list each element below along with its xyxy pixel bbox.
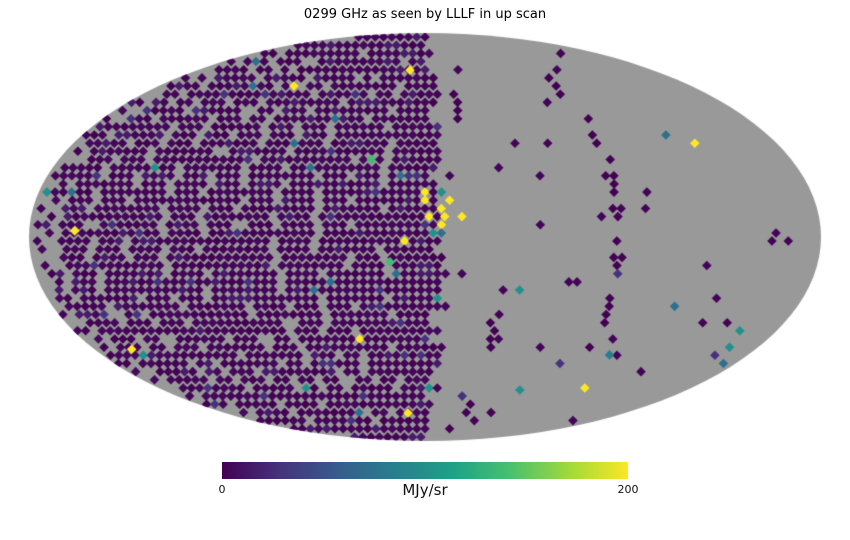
- colorbar-label: MJy/sr: [402, 481, 448, 499]
- colorbar-tick-min: 0: [218, 483, 226, 496]
- colorbar-tick-max: 200: [617, 483, 639, 496]
- colorbar-gradient: [222, 462, 628, 479]
